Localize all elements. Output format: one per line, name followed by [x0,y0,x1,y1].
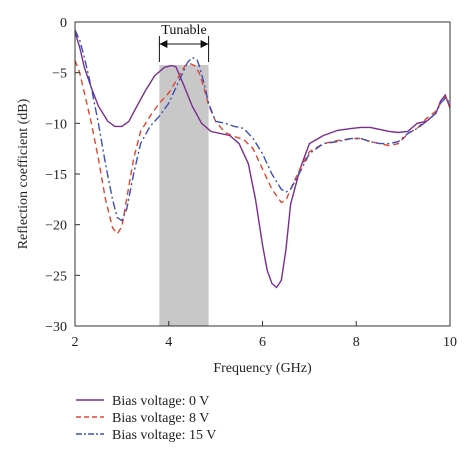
y-tick-label: −30 [45,320,67,335]
legend-label: Bias voltage: 0 V [112,394,209,409]
series-line-1 [74,60,451,236]
arrowhead-right-icon [200,40,209,48]
y-tick-label: −15 [45,168,67,183]
y-tick-label: −20 [45,219,67,234]
y-axis-label: Reflection coefficient (dB) [16,98,31,249]
x-axis-label: Frequency (GHz) [213,361,312,376]
ticks-layer: 2 4 6 8 10 0 −5 −10 −15 −20 −25 −30 [45,16,457,350]
tunable-annotation: Tunable [158,23,210,62]
x-tick-label: 10 [443,335,457,350]
arrowhead-left-icon [159,40,168,48]
y-tick-label: −25 [45,269,67,284]
y-tick-label: −10 [45,117,67,132]
series-layer [74,29,451,289]
x-tick-label: 6 [259,335,266,350]
series-line-0 [74,31,451,289]
legend-label: Bias voltage: 15 V [112,428,216,443]
y-tick-label: 0 [60,16,67,31]
legend-label: Bias voltage: 8 V [112,411,209,426]
tunable-label: Tunable [161,23,206,38]
series-line-2 [74,29,451,222]
legend: Bias voltage: 0 V Bias voltage: 8 V Bias v… [76,394,216,443]
tunable-band [159,65,209,326]
y-tick-label: −5 [52,67,67,82]
x-tick-label: 4 [165,335,172,350]
x-tick-label: 8 [353,335,360,350]
x-tick-label: 2 [72,335,79,350]
